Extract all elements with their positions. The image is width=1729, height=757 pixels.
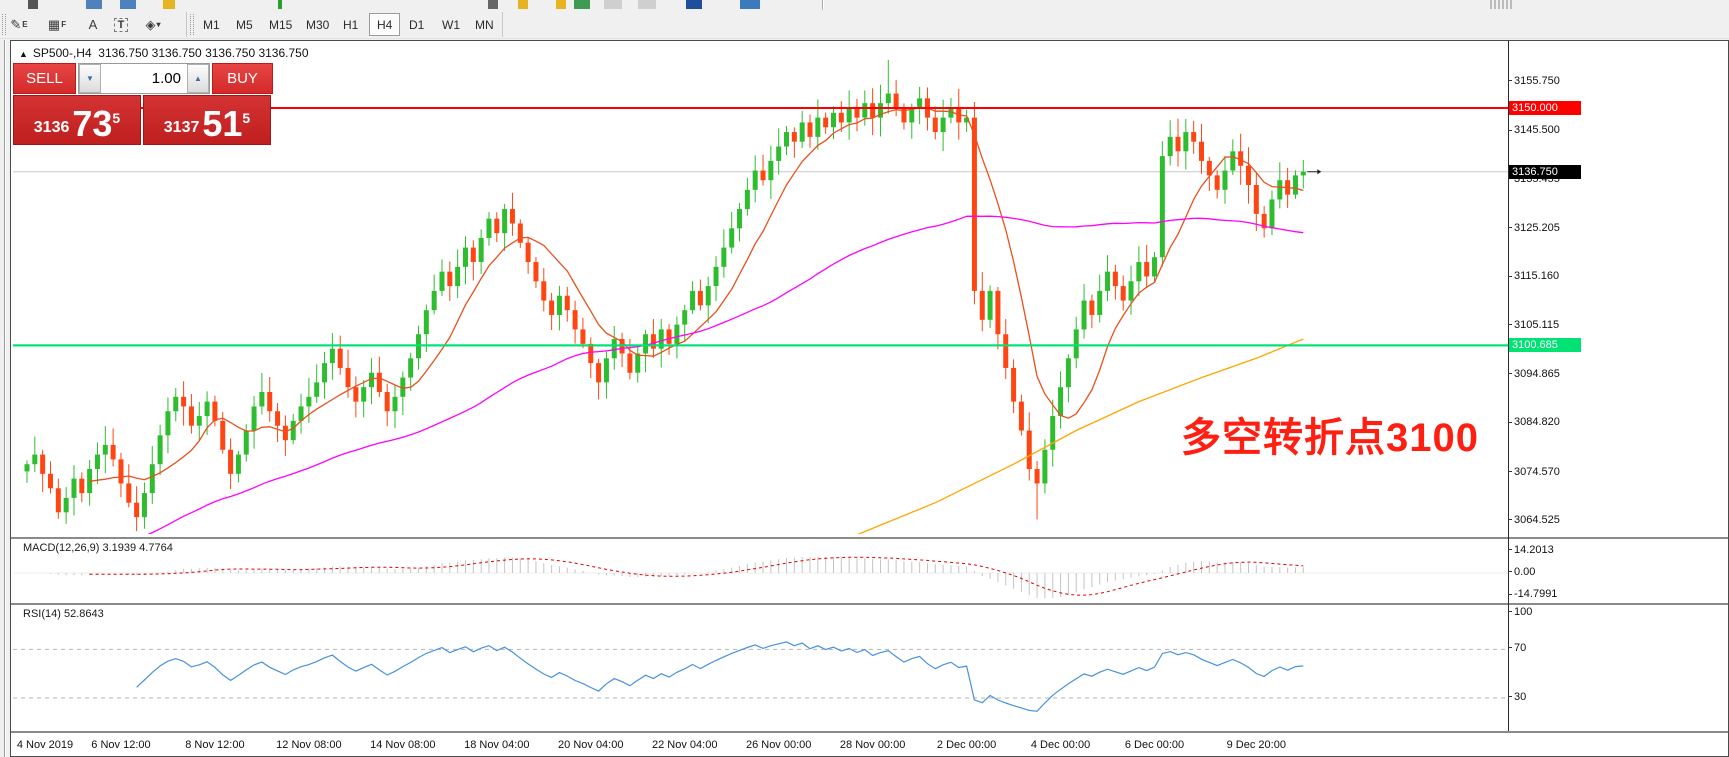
macd-label: MACD(12,26,9) 3.1939 4.7764 bbox=[23, 542, 173, 554]
sell-button[interactable]: SELL bbox=[13, 63, 76, 94]
date-tick-label: 26 Nov 00:00 bbox=[745, 739, 812, 751]
axis-tick-label: 70 bbox=[1514, 641, 1527, 654]
date-tick-label: 14 Nov 08:00 bbox=[370, 739, 436, 751]
timeframe-m5[interactable]: M5 bbox=[236, 17, 253, 32]
timeframe-w1[interactable]: W1 bbox=[442, 17, 460, 32]
macd-pane: MACD(12,26,9) 3.1939 4.7764 bbox=[11, 537, 1728, 601]
timeframe-m30[interactable]: M30 bbox=[306, 17, 330, 32]
axis-tick-label: 3074.570 bbox=[1514, 465, 1560, 478]
price-level-badge: 3150.000 bbox=[1509, 100, 1581, 115]
volume-decrease-button[interactable]: ▼ bbox=[78, 64, 101, 93]
cropped-toolbar-fragment bbox=[1490, 0, 1512, 9]
chart-window: ▲ SP500-,H4 3136.750 3136.750 3136.750 31… bbox=[10, 40, 1729, 757]
cropped-icon[interactable] bbox=[28, 0, 38, 9]
date-axis[interactable]: 4 Nov 2019 6 Nov 12:00 8 Nov 12:00 12 Nov 0… bbox=[11, 731, 1728, 757]
axis-tick-label: 3155.750 bbox=[1514, 74, 1560, 87]
toolbar: ✎ E ▦ F A T ◈ ▾ M1 M5 M15 M30 H1 H4 D1 W1 MN bbox=[0, 10, 1729, 39]
timeframe-h1[interactable]: H1 bbox=[343, 17, 359, 32]
rsi-pane: RSI(14) 52.8643 bbox=[11, 603, 1728, 729]
axis-tick-label: 3145.500 bbox=[1514, 124, 1560, 137]
indicators-crayon-icon[interactable]: ✎ E bbox=[10, 16, 28, 32]
text-box-icon[interactable]: T bbox=[110, 13, 132, 36]
cropped-icon[interactable] bbox=[488, 0, 498, 9]
cropped-icon[interactable] bbox=[278, 0, 282, 9]
date-tick-label: 8 Nov 12:00 bbox=[185, 739, 245, 751]
date-tick-label: 18 Nov 04:00 bbox=[464, 739, 530, 751]
one-click-trading-panel: SELL ▼ ▲ BUY 3136 73 5 3137 51 5 bbox=[13, 63, 273, 145]
date-tick-label: 4 Dec 00:00 bbox=[1030, 739, 1091, 751]
toolbar-drag-handle[interactable] bbox=[190, 14, 194, 35]
timeframe-m1[interactable]: M1 bbox=[203, 17, 220, 32]
axis-tick-label: 30 bbox=[1514, 690, 1527, 703]
rsi-canvas[interactable] bbox=[13, 607, 1508, 729]
candlestick-chart-canvas[interactable] bbox=[13, 43, 1508, 534]
date-tick-label: 4 Nov 2019 bbox=[16, 739, 74, 751]
date-tick-label: 2 Dec 00:00 bbox=[936, 739, 997, 751]
axis-tick-label: 3084.820 bbox=[1514, 416, 1560, 429]
chart-ohlc-values: 3136.750 3136.750 3136.750 3136.750 bbox=[98, 46, 309, 60]
volume-increase-button[interactable]: ▲ bbox=[186, 64, 209, 93]
date-tick-label: 9 Dec 20:00 bbox=[1226, 739, 1286, 751]
volume-input[interactable] bbox=[100, 64, 187, 93]
buy-price-box[interactable]: 3137 51 5 bbox=[143, 95, 271, 145]
cropped-icon[interactable] bbox=[686, 0, 702, 9]
collapse-arrow-icon[interactable]: ▲ bbox=[19, 49, 28, 59]
sell-price-box[interactable]: 3136 73 5 bbox=[13, 95, 141, 145]
timeframe-m15[interactable]: M15 bbox=[269, 17, 293, 32]
timeframe-d1[interactable]: D1 bbox=[409, 17, 425, 32]
cropped-icon[interactable] bbox=[556, 0, 566, 9]
price-axis-line bbox=[1508, 41, 1509, 731]
cropped-icon[interactable] bbox=[86, 0, 102, 9]
macd-canvas[interactable] bbox=[13, 541, 1508, 601]
timeframe-mn[interactable]: MN bbox=[475, 17, 494, 32]
axis-tick-label: 100 bbox=[1514, 605, 1533, 618]
date-tick-label: 20 Nov 04:00 bbox=[558, 739, 624, 751]
price-level-badge: 3100.685 bbox=[1509, 338, 1581, 353]
window-left-rail bbox=[0, 40, 10, 757]
axis-tick-label: 3125.205 bbox=[1514, 221, 1560, 234]
date-tick-label: 12 Nov 08:00 bbox=[276, 739, 342, 751]
arrows-objects-icon[interactable]: ◈ ▾ bbox=[145, 16, 161, 32]
axis-tick-label: -14.7991 bbox=[1514, 588, 1558, 601]
date-tick-label: 6 Nov 12:00 bbox=[91, 739, 151, 751]
cropped-icon[interactable] bbox=[574, 0, 590, 9]
axis-tick-label: 3094.865 bbox=[1514, 367, 1560, 380]
text-label-icon[interactable]: A bbox=[88, 17, 98, 32]
timeframe-h4[interactable]: H4 bbox=[369, 13, 401, 36]
buy-button[interactable]: BUY bbox=[211, 63, 273, 94]
cropped-icon[interactable] bbox=[518, 0, 528, 9]
toolbar-drag-handle[interactable] bbox=[2, 14, 6, 35]
chart-title: ▲ SP500-,H4 3136.750 3136.750 3136.750 31… bbox=[19, 46, 309, 60]
axis-tick-label: 3115.160 bbox=[1514, 270, 1560, 283]
chart-annotation-text[interactable]: 多空转折点3100 bbox=[1181, 415, 1479, 460]
cropped-icon[interactable] bbox=[604, 0, 622, 9]
cropped-icon[interactable] bbox=[120, 0, 136, 9]
cropped-icon[interactable] bbox=[638, 0, 656, 9]
axis-tick-label: 3105.115 bbox=[1514, 318, 1560, 331]
rsi-label: RSI(14) 52.8643 bbox=[23, 608, 104, 620]
grid-objects-icon[interactable]: ▦ F bbox=[47, 16, 67, 32]
cropped-icon[interactable] bbox=[740, 0, 760, 9]
axis-tick-label: 3064.525 bbox=[1514, 513, 1560, 526]
main-price-pane: 多空转折点3100 bbox=[11, 41, 1728, 535]
date-tick-label: 28 Nov 00:00 bbox=[839, 739, 906, 751]
toolbar-separator bbox=[186, 12, 187, 37]
cropped-icon[interactable] bbox=[163, 0, 175, 9]
axis-tick-label: 14.2013 bbox=[1514, 543, 1554, 556]
date-tick-label: 22 Nov 04:00 bbox=[652, 739, 718, 751]
axis-tick-label: 0.00 bbox=[1514, 565, 1536, 578]
cropped-toolbar-strip bbox=[0, 0, 824, 10]
price-level-badge: 3136.750 bbox=[1509, 164, 1581, 179]
date-tick-label: 6 Dec 00:00 bbox=[1124, 739, 1185, 751]
toolbar-separator bbox=[502, 12, 503, 37]
